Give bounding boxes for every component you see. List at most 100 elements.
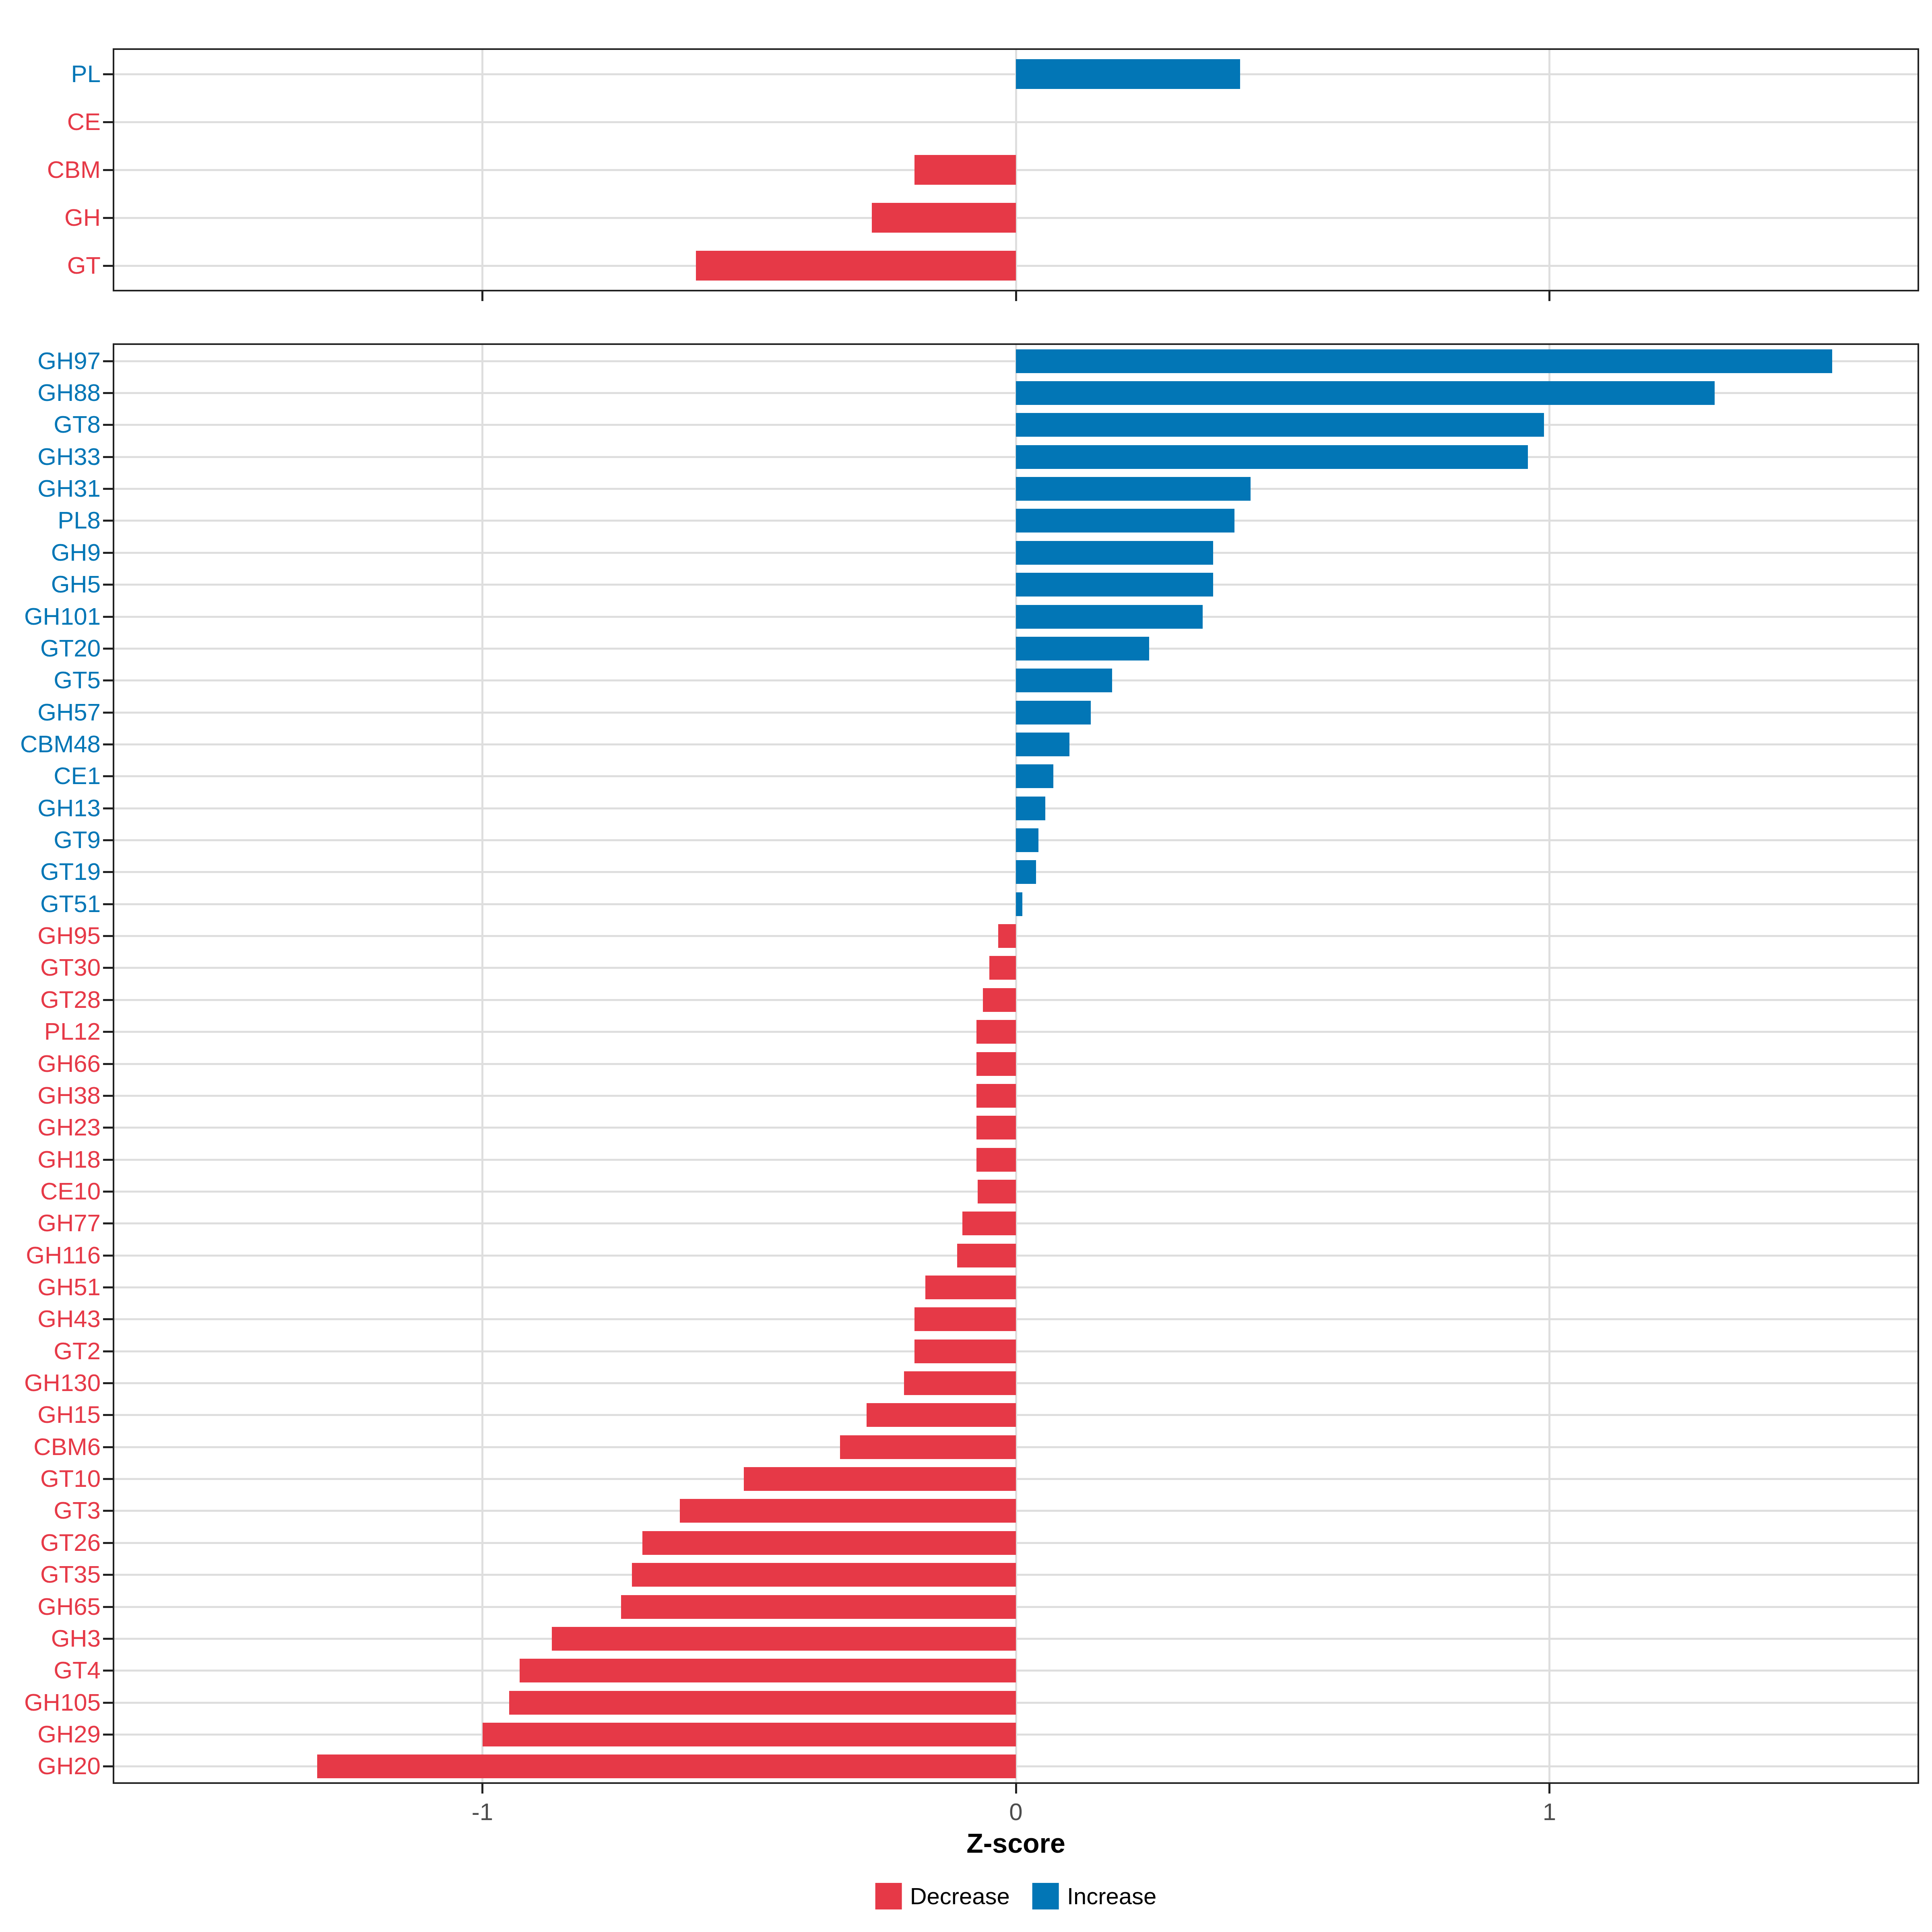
bar-GT10 <box>744 1467 1016 1491</box>
bar-GH57 <box>1016 701 1091 724</box>
bar-PL <box>1016 59 1240 89</box>
y-tick <box>103 73 113 75</box>
gridline-row <box>114 1606 1918 1608</box>
gridline-row <box>114 1286 1918 1288</box>
gridline-row <box>114 967 1918 969</box>
bar-CE1 <box>1016 764 1053 788</box>
gridline-row <box>114 935 1918 937</box>
y-tick <box>103 1478 113 1480</box>
y-tick <box>103 1222 113 1224</box>
x-tick <box>1548 1784 1550 1794</box>
category-label-GH20: GH20 <box>0 1754 101 1778</box>
category-label-GT4: GT4 <box>0 1658 101 1682</box>
y-tick <box>103 1255 113 1257</box>
category-label-GH57: GH57 <box>0 700 101 724</box>
y-tick <box>103 1446 113 1448</box>
bar-GH <box>872 203 1016 233</box>
gridline-row <box>114 1382 1918 1384</box>
increase-label: Increase <box>1067 1885 1156 1908</box>
y-tick <box>103 839 113 841</box>
legend-item-decrease: Decrease <box>875 1883 1010 1909</box>
y-tick <box>103 552 113 554</box>
gridline-row <box>114 1478 1918 1480</box>
category-label-GH29: GH29 <box>0 1722 101 1746</box>
y-tick <box>103 1765 113 1767</box>
x-tick <box>1015 291 1017 301</box>
category-label-GT8: GT8 <box>0 413 101 437</box>
category-label-CE10: CE10 <box>0 1179 101 1203</box>
x-tick-label-0: 0 <box>1009 1800 1022 1824</box>
decrease-swatch <box>875 1883 902 1909</box>
bar-GH65 <box>621 1595 1016 1619</box>
bar-GH77 <box>962 1212 1016 1235</box>
bar-GH13 <box>1016 797 1045 820</box>
y-tick <box>103 967 113 969</box>
y-tick <box>103 217 113 219</box>
category-label-CE: CE <box>0 110 101 134</box>
bar-GH23 <box>976 1116 1016 1139</box>
category-label-CBM6: CBM6 <box>0 1435 101 1459</box>
category-label-GH3: GH3 <box>0 1627 101 1651</box>
bar-PL12 <box>976 1020 1016 1044</box>
y-tick <box>103 1734 113 1736</box>
bar-GH95 <box>998 924 1016 948</box>
y-tick <box>103 712 113 714</box>
y-tick <box>103 1382 113 1384</box>
category-label-GT20: GT20 <box>0 636 101 661</box>
y-tick <box>103 1574 113 1576</box>
bar-GH101 <box>1016 605 1203 629</box>
y-tick <box>103 1350 113 1352</box>
y-tick <box>103 1638 113 1640</box>
y-tick <box>103 1606 113 1608</box>
gridline-row <box>114 1127 1918 1129</box>
bar-GH5 <box>1016 573 1213 597</box>
bar-GH3 <box>552 1627 1016 1651</box>
gridline-row <box>114 1702 1918 1704</box>
y-tick <box>103 1063 113 1065</box>
y-tick <box>103 999 113 1001</box>
bar-CBM6 <box>840 1435 1016 1459</box>
bar-GT26 <box>642 1531 1016 1555</box>
bar-GT2 <box>914 1340 1016 1363</box>
y-tick <box>103 1159 113 1161</box>
bar-GT9 <box>1016 828 1038 852</box>
bar-CE10 <box>978 1180 1016 1203</box>
x-tick <box>481 1784 483 1794</box>
y-tick <box>103 1510 113 1512</box>
bar-GH33 <box>1016 445 1528 469</box>
y-tick <box>103 1702 113 1704</box>
y-tick <box>103 392 113 394</box>
category-label-GH77: GH77 <box>0 1211 101 1235</box>
gridline-row <box>114 1159 1918 1161</box>
x-tick-label--1: -1 <box>472 1800 493 1824</box>
bar-GT19 <box>1016 860 1036 884</box>
y-tick <box>103 679 113 681</box>
gridline-row <box>114 1446 1918 1448</box>
y-tick <box>103 1670 113 1672</box>
legend: Decrease Increase <box>875 1883 1157 1909</box>
category-label-GH101: GH101 <box>0 605 101 629</box>
y-tick <box>103 1286 113 1288</box>
category-label-GT35: GT35 <box>0 1563 101 1587</box>
gridline-row <box>114 1638 1918 1640</box>
y-tick <box>103 1542 113 1544</box>
legend-item-increase: Increase <box>1032 1883 1156 1909</box>
y-tick <box>103 584 113 586</box>
bar-GH15 <box>867 1403 1016 1427</box>
y-tick <box>103 1191 113 1193</box>
bar-GT5 <box>1016 669 1112 692</box>
category-label-GH105: GH105 <box>0 1690 101 1715</box>
gridline-row <box>114 1414 1918 1416</box>
category-label-GT: GT <box>0 254 101 278</box>
y-tick <box>103 1031 113 1033</box>
bar-GH88 <box>1016 381 1715 405</box>
gridline-row <box>114 1063 1918 1065</box>
category-label-GT51: GT51 <box>0 892 101 916</box>
y-tick <box>103 1127 113 1129</box>
category-label-GH: GH <box>0 206 101 230</box>
category-label-GH97: GH97 <box>0 349 101 373</box>
category-label-GH15: GH15 <box>0 1403 101 1427</box>
y-tick <box>103 648 113 650</box>
gridline-row <box>114 1350 1918 1352</box>
gridline-row <box>114 1222 1918 1224</box>
